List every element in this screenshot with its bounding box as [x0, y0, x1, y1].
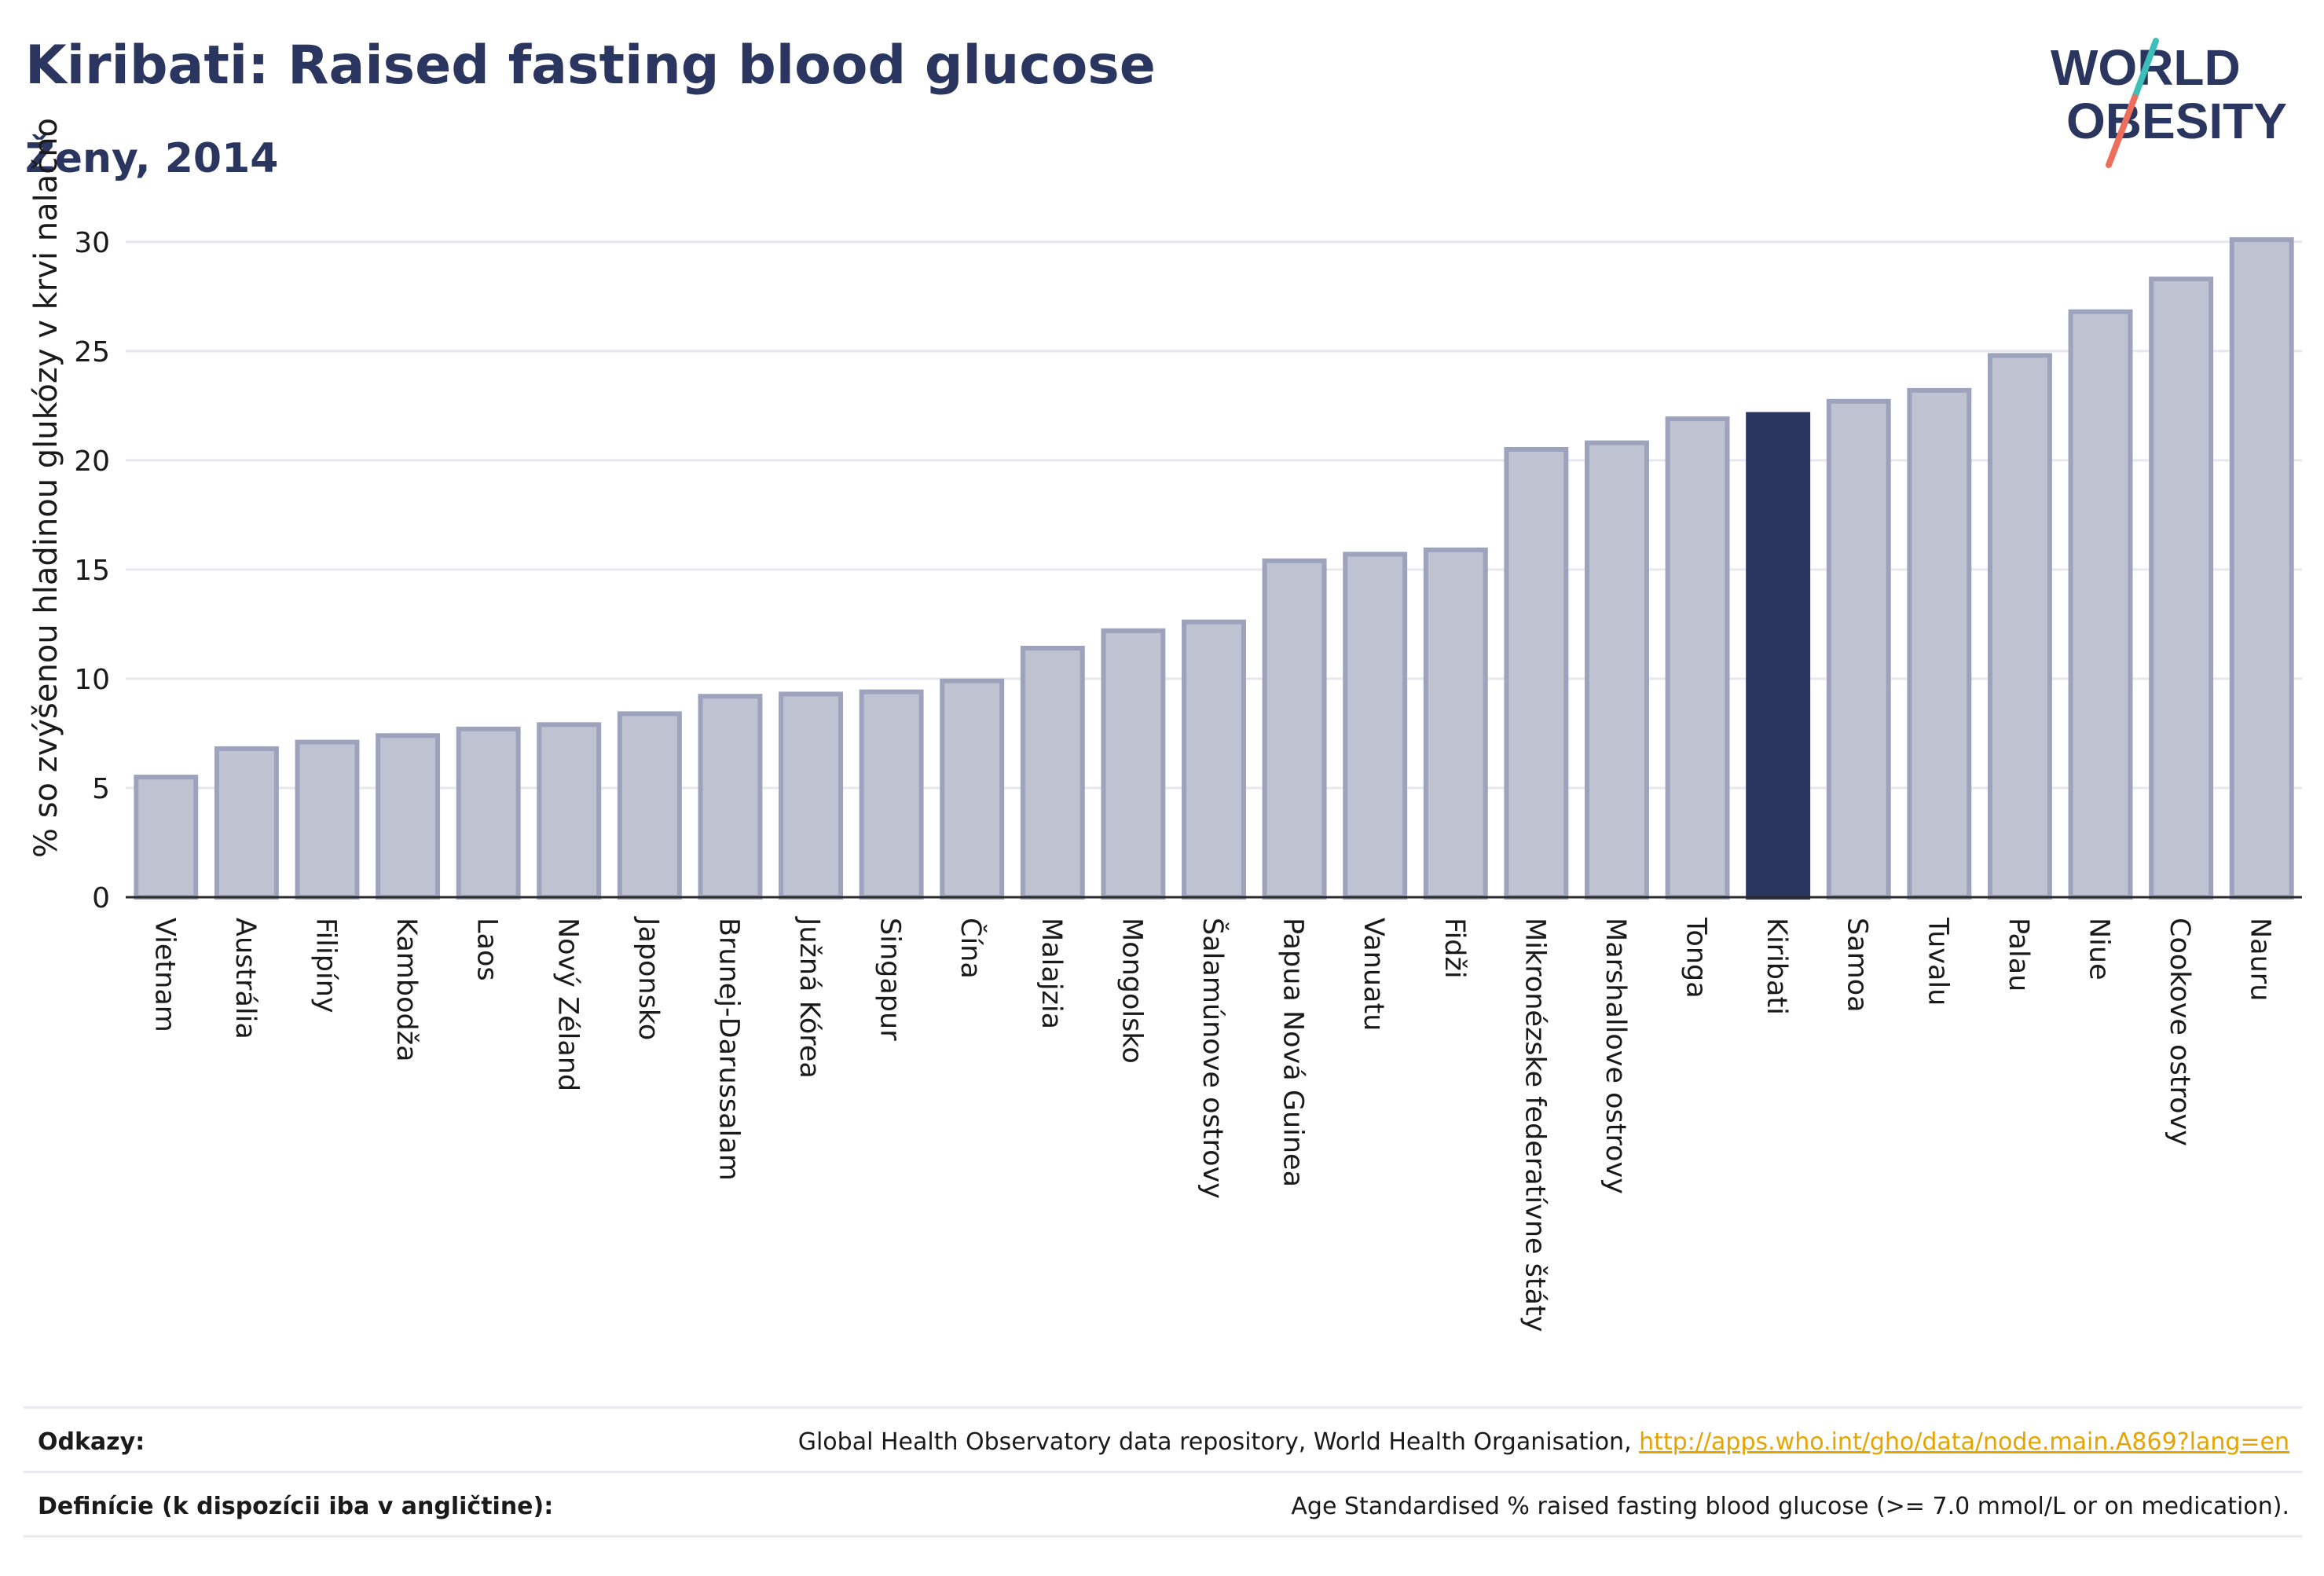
bar — [1182, 619, 1246, 900]
x-tick-label: Vietnam — [148, 918, 180, 1032]
chart-subtitle: Ženy, 2014 — [25, 135, 279, 182]
y-tick-label: 15 — [74, 555, 110, 587]
bar-chart: 0 5 10 15 20 25 30 Vietnam Austrália Filipíny Kam… — [28, 118, 2302, 1332]
bar — [134, 775, 199, 900]
logo-text-obesity: OBESITY — [2066, 93, 2287, 149]
x-tick-label: Brunej-Darussalam — [713, 918, 744, 1181]
references-source: Global Health Observatory data repositor… — [797, 1428, 1640, 1456]
x-tick-label: Kambodža — [390, 918, 422, 1062]
footer-divider-middle — [24, 1471, 2302, 1473]
x-tick-label: Tonga — [1681, 917, 1712, 999]
bar — [1907, 387, 1972, 900]
bar — [456, 726, 521, 900]
y-tick-label: 30 — [74, 227, 110, 259]
chart-title: Kiribati: Raised fasting blood glucose — [25, 35, 1156, 97]
bar — [940, 678, 1005, 900]
bar — [1343, 552, 1408, 900]
x-tick-label: Fidži — [1439, 918, 1470, 979]
x-tick-labels: Vietnam Austrália Filipíny Kambodža Laos Nový… — [148, 916, 2275, 1332]
x-tick-label: Mongolsko — [1116, 918, 1147, 1064]
bar — [1020, 646, 1085, 900]
bar — [376, 733, 441, 900]
x-tick-label: Filipíny — [310, 918, 341, 1013]
y-tick-label: 25 — [74, 336, 110, 368]
world-obesity-logo: WORLD OBESITY — [2051, 38, 2287, 168]
x-tick-label: Cookove ostrovy — [2164, 918, 2195, 1146]
x-tick-label: Nauru — [2245, 918, 2276, 1001]
x-tick-label: Marshallove ostrovy — [1600, 918, 1631, 1194]
bar — [1665, 416, 1730, 900]
x-tick-label: Laos — [471, 918, 503, 981]
bar — [1262, 558, 1327, 900]
y-tick-label: 0 — [92, 882, 110, 914]
y-tick-label: 5 — [92, 773, 110, 805]
bar — [1826, 398, 1891, 900]
x-tick-label: Singapur — [874, 918, 906, 1041]
x-tick-label: Kiribati — [1761, 918, 1792, 1015]
x-tick-label: Papua Nová Guinea — [1277, 918, 1309, 1187]
bar — [1987, 353, 2052, 900]
bar-highlighted — [1746, 412, 1811, 900]
x-tick-label: Južná Kórea — [794, 916, 825, 1079]
x-tick-label: Tuvalu — [1922, 917, 1953, 1006]
bar — [2229, 237, 2294, 900]
x-tick-label: Šalamúnove ostrovy — [1197, 918, 1230, 1199]
bar — [1423, 547, 1488, 900]
bar — [617, 711, 682, 900]
bar — [2068, 309, 2133, 900]
x-tick-label: Samoa — [1842, 918, 1873, 1013]
x-tick-label: Japonsko — [632, 916, 664, 1040]
bar — [1585, 440, 1649, 900]
x-tick-label: Niue — [2084, 918, 2115, 980]
logo-slash-teal — [2132, 38, 2159, 101]
bar — [1504, 446, 1569, 900]
logo-slash-coral — [2106, 94, 2138, 168]
x-tick-label: Čína — [955, 918, 988, 979]
y-tick-label: 20 — [74, 445, 110, 478]
footer-divider-bottom — [24, 1535, 2302, 1538]
x-tick-label: Nový Zéland — [552, 918, 583, 1091]
x-tick-label: Malajzia — [1036, 918, 1067, 1029]
x-tick-label: Mikronézske federatívne štáty — [1519, 918, 1550, 1332]
x-tick-label: Austrália — [229, 918, 261, 1039]
x-tick-label: Palau — [2003, 918, 2034, 991]
y-axis-label: % so zvýšenou hladinou glukózy v krvi na… — [28, 118, 64, 858]
bar — [1101, 628, 1166, 900]
definitions-text: Age Standardised % raised fasting blood … — [1291, 1493, 2289, 1520]
definitions-label: Definície (k dispozícii iba v angličtine… — [38, 1493, 554, 1520]
footer-divider-top — [24, 1406, 2302, 1409]
y-tick-label: 10 — [74, 664, 110, 696]
bar — [779, 691, 843, 900]
bar — [859, 689, 924, 900]
bar — [698, 694, 763, 900]
x-tick-label: Vanuatu — [1358, 918, 1389, 1031]
y-tick-labels: 0 5 10 15 20 25 30 — [74, 227, 110, 914]
references-text: Global Health Observatory data repositor… — [798, 1428, 2289, 1456]
bar — [537, 722, 602, 900]
references-link[interactable]: http://apps.who.int/gho/data/node.main.A… — [1639, 1428, 2289, 1456]
bar — [295, 739, 360, 900]
bar — [2149, 277, 2214, 900]
references-label: Odkazy: — [38, 1428, 145, 1456]
bar — [214, 746, 279, 900]
